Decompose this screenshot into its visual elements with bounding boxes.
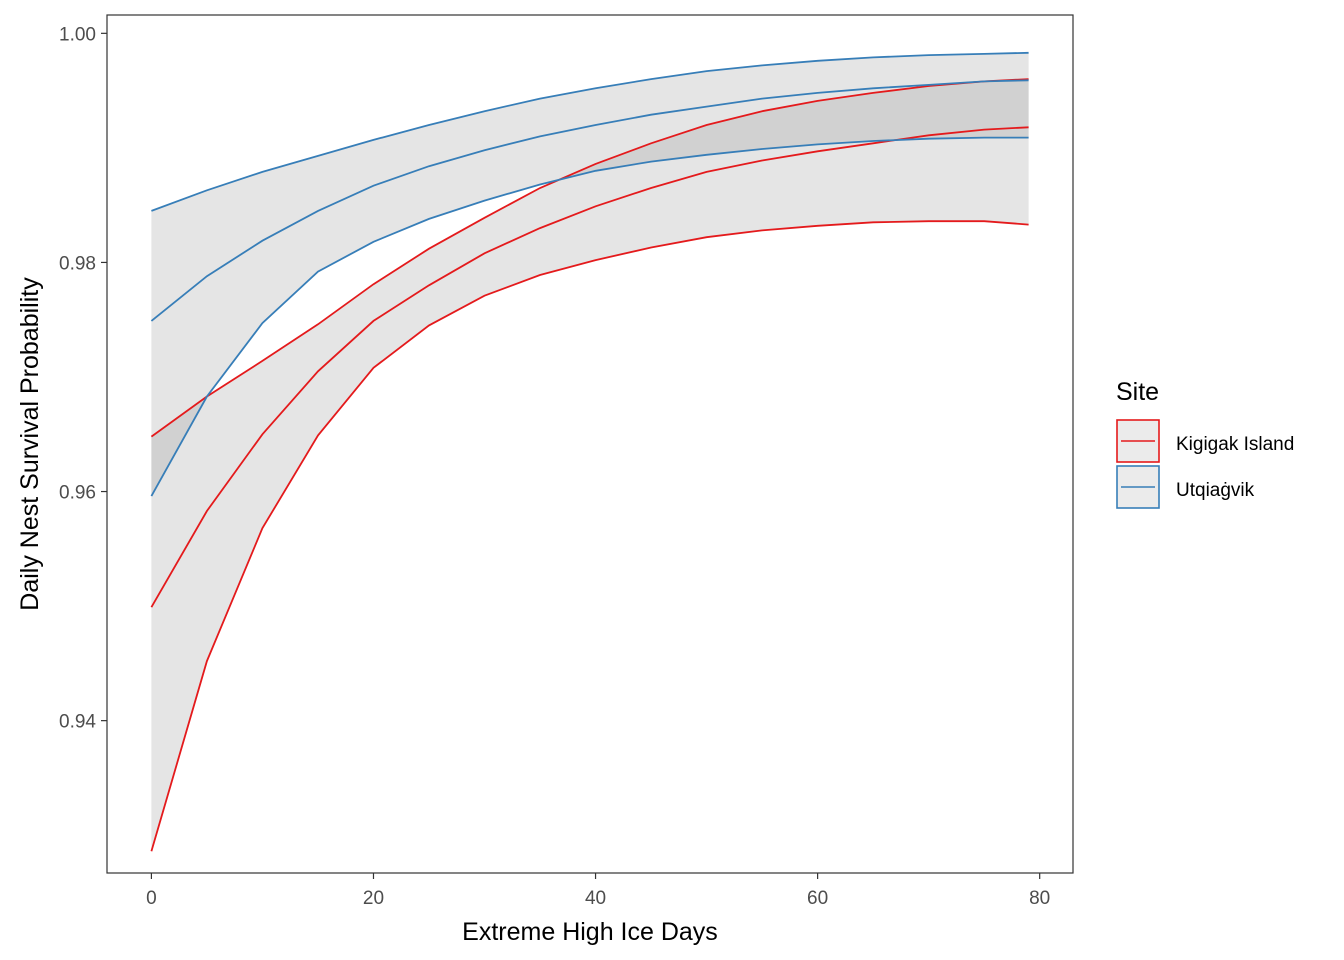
x-axis-title: Extreme High Ice Days	[462, 918, 718, 946]
x-tick-label: 80	[1029, 888, 1050, 909]
ribbon-utqiag-vik	[151, 52, 1029, 497]
x-tick-label: 60	[807, 888, 828, 909]
x-tick-label: 40	[585, 888, 606, 909]
legend: Site Kigigak Island Utqiaġvik	[1116, 378, 1294, 509]
line-utqiag-vik-upper	[151, 51, 1029, 212]
x-tick-label: 20	[363, 888, 384, 909]
series-lines	[150, 51, 1029, 852]
legend-title: Site	[1116, 378, 1159, 406]
y-tick-label: 0.98	[59, 253, 96, 274]
x-tick-label: 0	[146, 888, 157, 909]
confidence-ribbons	[151, 52, 1029, 852]
y-tick-label: 1.00	[59, 24, 96, 45]
y-axis: 0.94 0.96 0.98 1.00	[59, 24, 107, 733]
line-kigigak-island-lower	[150, 220, 1029, 852]
line-utqiag-vik-lower	[150, 136, 1029, 497]
y-tick-label: 0.94	[59, 712, 96, 733]
line-kigigak-island-upper	[150, 78, 1029, 438]
y-axis-title: Daily Nest Survival Probability	[16, 277, 44, 611]
panel-border	[106, 14, 1074, 874]
legend-label-kigigak-island: Kigigak Island	[1176, 434, 1294, 455]
legend-item-utqiagvik: Utqiaġvik	[1116, 465, 1255, 509]
line-utqiag-vik-fit	[150, 79, 1029, 322]
y-tick-label: 0.96	[59, 483, 96, 504]
x-axis: 0 20 40 60 80	[146, 873, 1050, 909]
legend-item-kigigak-island: Kigigak Island	[1116, 419, 1294, 463]
legend-label-utqiagvik: Utqiaġvik	[1176, 480, 1255, 501]
ribbon-kigigak-island	[151, 79, 1029, 852]
